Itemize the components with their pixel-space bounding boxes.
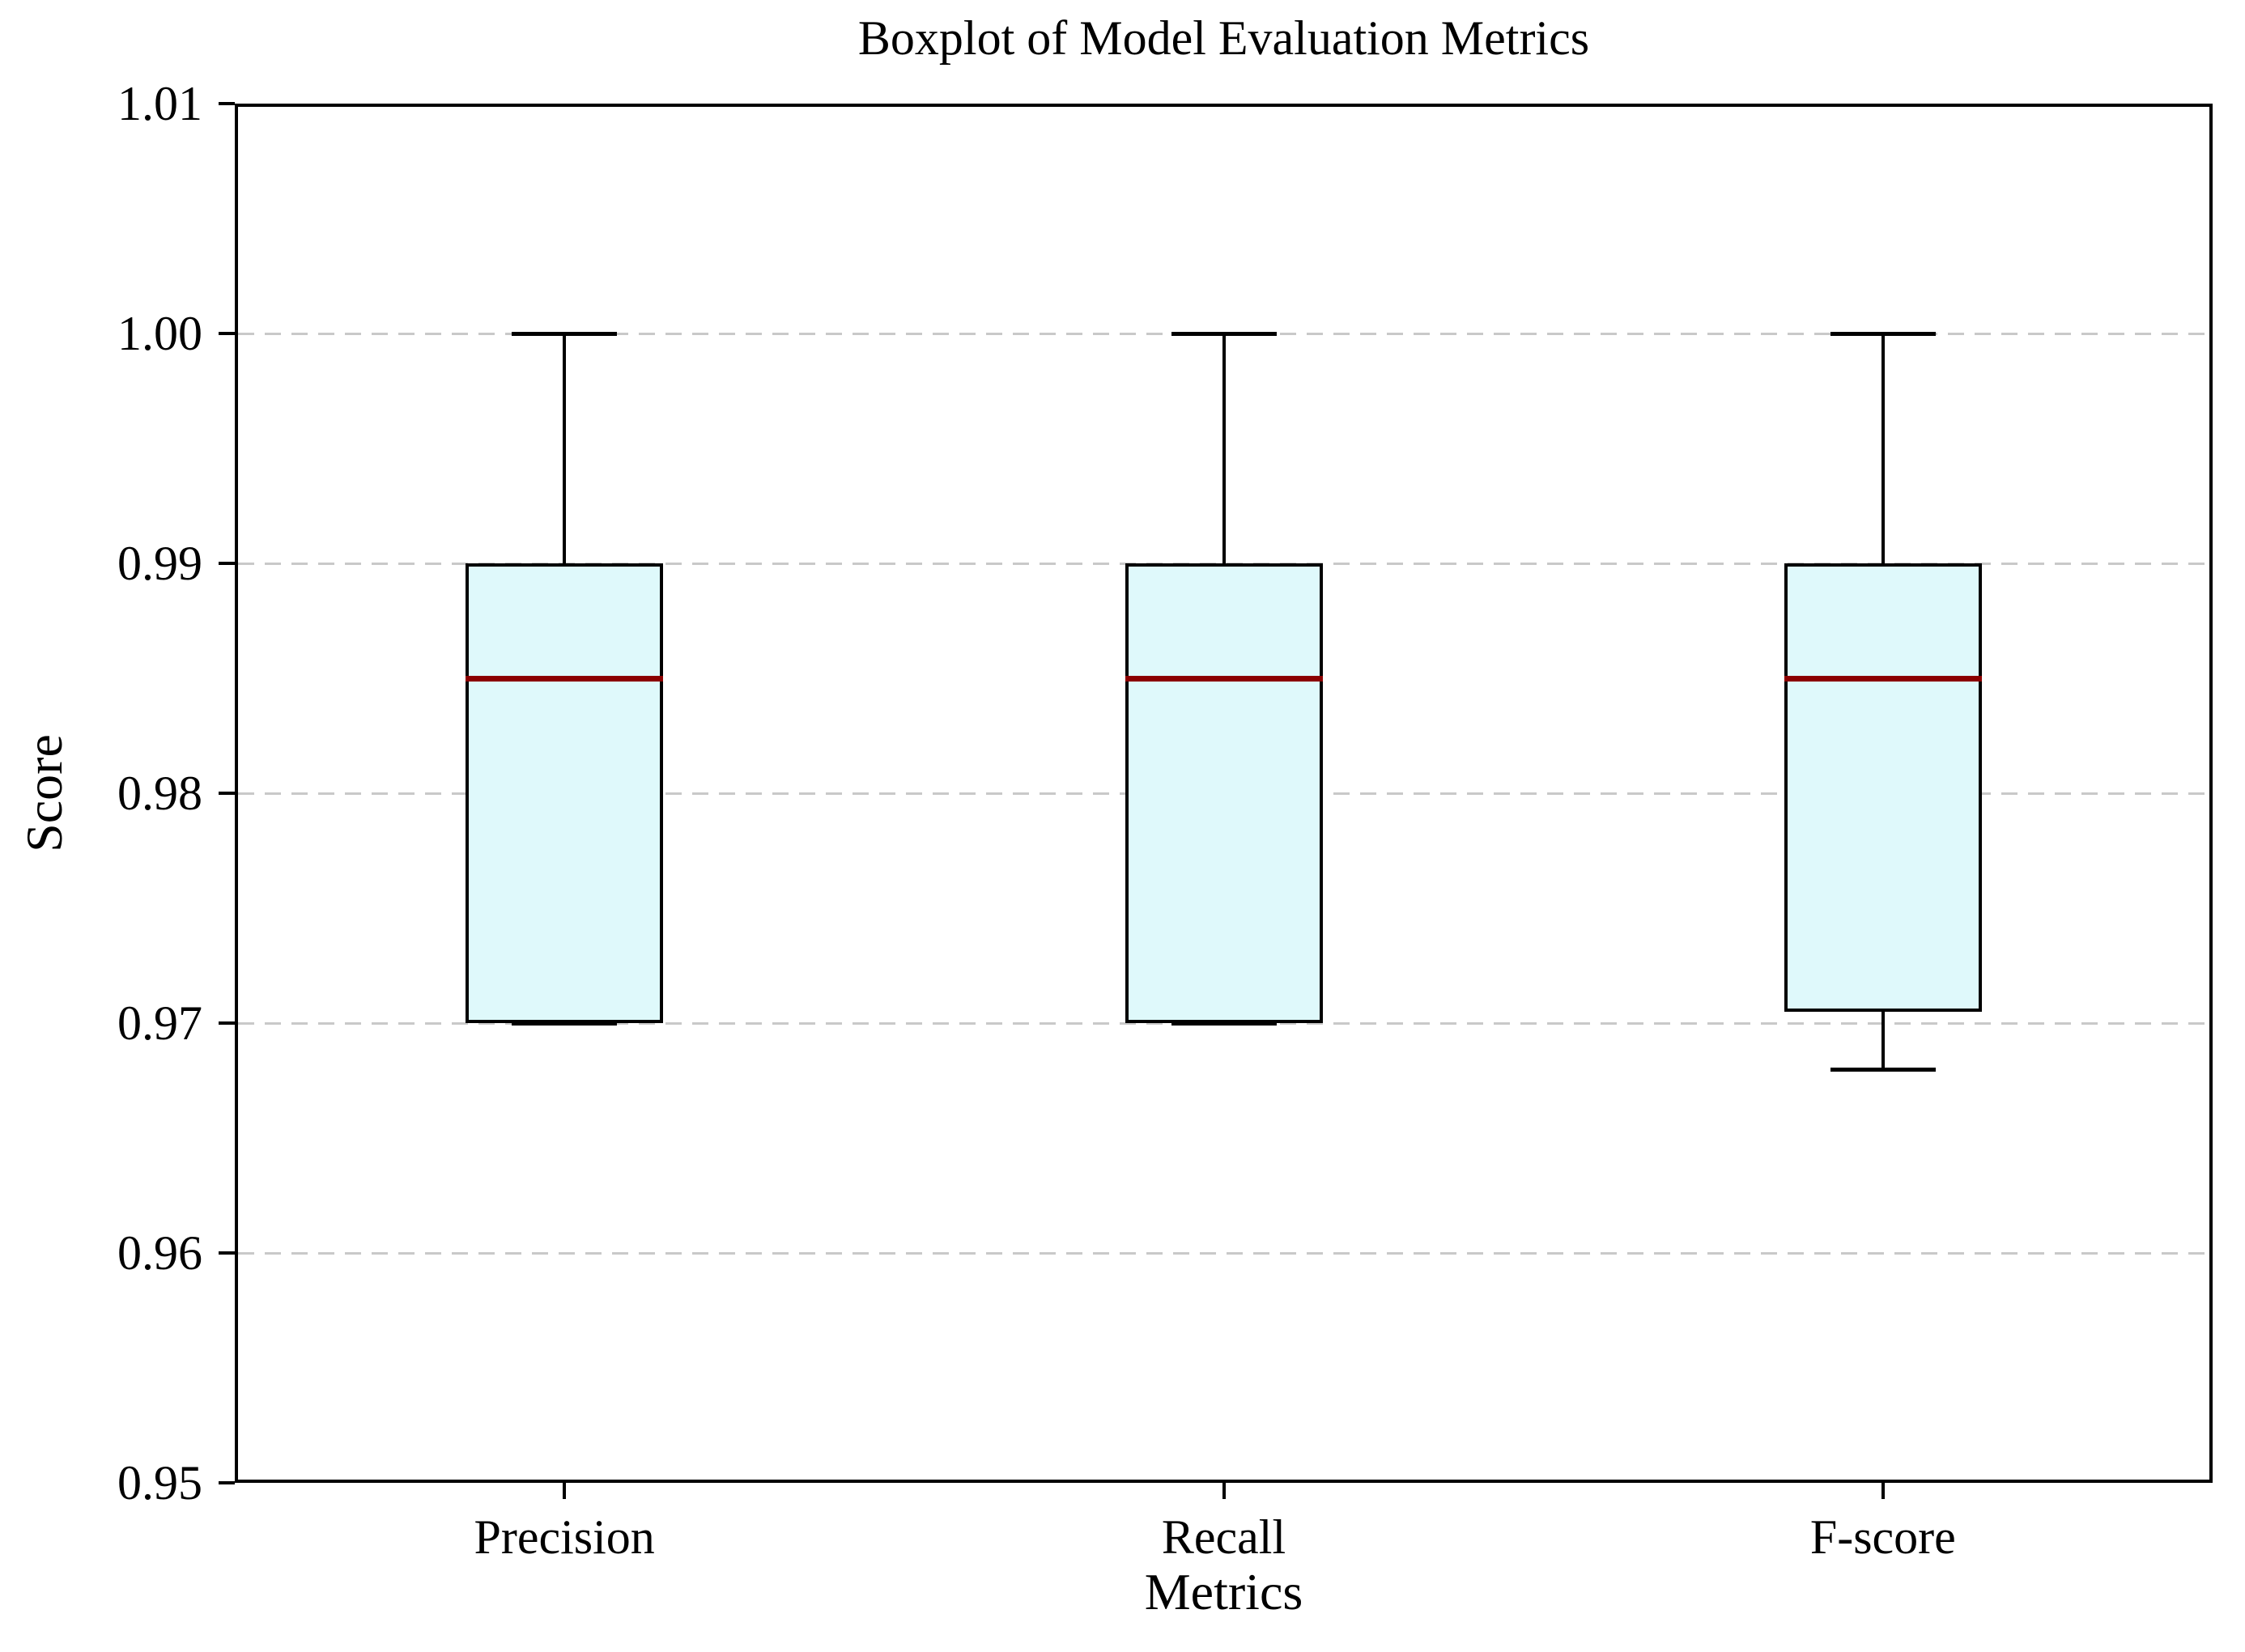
y-tick-label: 1.00	[117, 307, 202, 360]
y-tick-label: 1.01	[117, 77, 202, 130]
y-tick-mark	[219, 1481, 235, 1484]
y-tick-mark	[219, 332, 235, 335]
box-precision	[466, 563, 664, 1023]
y-tick-label: 0.97	[117, 996, 202, 1050]
upper-whisker-cap	[512, 332, 618, 336]
x-tick-mark	[1881, 1483, 1885, 1499]
y-tick-label: 0.96	[117, 1226, 202, 1280]
y-tick-mark	[219, 1021, 235, 1025]
right-spine	[2209, 104, 2213, 1483]
top-spine	[235, 104, 2213, 107]
lower-whisker-cap	[1830, 1067, 1936, 1072]
plot-area: 0.95 0.96 0.97 0.98 0.99 1.00 1.01 Precision Rec…	[117, 77, 2213, 1564]
upper-whisker-cap	[1171, 332, 1277, 336]
upper-whisker-cap	[1830, 332, 1936, 336]
lower-whisker-cap	[1171, 1021, 1277, 1026]
upper-whisker-line	[1222, 333, 1226, 563]
upper-whisker-line	[1881, 333, 1885, 563]
chart-title: Boxplot of Model Evaluation Metrics	[857, 11, 1590, 65]
upper-whisker-line	[563, 333, 567, 563]
y-tick-label: 0.99	[117, 537, 202, 590]
median-line-f-score	[1784, 675, 1982, 682]
y-tick-mark	[219, 562, 235, 565]
x-tick-label-f-score: F-score	[1809, 1510, 1956, 1564]
x-tick-label-recall: Recall	[1161, 1510, 1286, 1564]
x-axis-label: Metrics	[1144, 1563, 1303, 1620]
x-tick-mark	[1222, 1483, 1226, 1499]
x-tick-label-precision: Precision	[474, 1510, 655, 1564]
y-tick-label: 0.95	[117, 1456, 202, 1510]
box-f-score	[1784, 563, 1982, 1012]
median-line-recall	[1125, 675, 1323, 682]
lower-whisker-cap	[512, 1021, 618, 1026]
median-line-precision	[466, 675, 664, 682]
y-tick-mark	[219, 1251, 235, 1255]
gridline-0.96	[238, 1251, 2209, 1255]
box-recall	[1125, 563, 1323, 1023]
y-tick-label: 0.98	[117, 767, 202, 820]
x-tick-mark	[563, 1483, 567, 1499]
bottom-spine	[235, 1480, 2213, 1483]
y-tick-mark	[219, 792, 235, 795]
left-spine	[235, 104, 238, 1483]
y-tick-mark	[219, 102, 235, 105]
lower-whisker-line	[1881, 1011, 1885, 1069]
